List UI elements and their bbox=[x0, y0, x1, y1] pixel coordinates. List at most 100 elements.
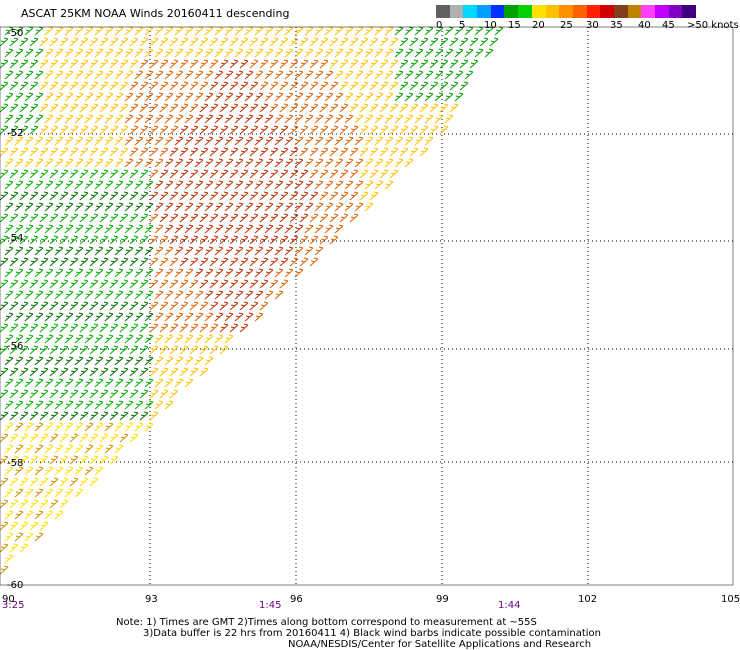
wind-barb bbox=[204, 268, 214, 278]
wind-barb bbox=[39, 521, 49, 531]
wind-barb bbox=[279, 103, 289, 113]
wind-barb bbox=[304, 114, 314, 124]
wind-barb bbox=[299, 103, 309, 113]
wind-barb bbox=[164, 26, 174, 36]
wind-barb bbox=[409, 103, 419, 113]
wind-barb bbox=[144, 334, 154, 344]
legend-swatch bbox=[545, 5, 560, 18]
wind-barb bbox=[214, 290, 224, 300]
wind-barb bbox=[39, 81, 49, 91]
wind-barb bbox=[54, 334, 64, 344]
wind-barb bbox=[89, 59, 99, 69]
wind-barb bbox=[79, 389, 89, 399]
wind-barb bbox=[54, 180, 64, 190]
wind-barb bbox=[104, 48, 114, 58]
wind-barb bbox=[244, 312, 254, 322]
wind-barb bbox=[119, 411, 129, 421]
wind-barb bbox=[29, 37, 39, 47]
wind-barb bbox=[129, 169, 139, 179]
wind-barb bbox=[159, 37, 169, 47]
wind-barb bbox=[304, 136, 314, 146]
wind-barb bbox=[329, 103, 339, 113]
wind-barb bbox=[169, 213, 179, 223]
wind-barb bbox=[29, 367, 39, 377]
wind-barb bbox=[304, 224, 314, 234]
wind-barb bbox=[84, 268, 94, 278]
wind-barb bbox=[129, 367, 139, 377]
wind-barb bbox=[369, 191, 379, 201]
wind-barb bbox=[364, 70, 374, 80]
wind-barb bbox=[179, 279, 189, 289]
wind-barb bbox=[464, 26, 474, 36]
wind-barb bbox=[174, 136, 184, 146]
wind-barb bbox=[114, 92, 124, 102]
wind-barb bbox=[344, 26, 354, 36]
wind-barb bbox=[34, 136, 44, 146]
wind-barb bbox=[0, 367, 9, 377]
wind-barb bbox=[39, 279, 49, 289]
wind-barb bbox=[344, 70, 354, 80]
wind-barb bbox=[114, 334, 124, 344]
wind-barb bbox=[139, 389, 149, 399]
legend-swatch bbox=[641, 5, 655, 18]
wind-barb bbox=[349, 191, 359, 201]
lat-lon-grid bbox=[0, 27, 733, 585]
wind-barb bbox=[284, 268, 294, 278]
legend-tick-label: >50 knots bbox=[687, 20, 739, 31]
wind-barb bbox=[374, 158, 384, 168]
wind-barb bbox=[439, 125, 449, 135]
wind-barb bbox=[339, 213, 349, 223]
wind-barb bbox=[79, 81, 89, 91]
wind-barb bbox=[129, 235, 139, 245]
wind-barb bbox=[254, 92, 264, 102]
wind-barb bbox=[404, 158, 414, 168]
wind-barb bbox=[149, 345, 159, 355]
wind-barb bbox=[414, 70, 424, 80]
wind-barb bbox=[9, 257, 19, 267]
wind-barb bbox=[54, 70, 64, 80]
wind-barb bbox=[284, 246, 294, 256]
wind-barb bbox=[304, 26, 314, 36]
wind-barb bbox=[324, 158, 334, 168]
wind-barb bbox=[384, 136, 394, 146]
wind-barb bbox=[84, 158, 94, 168]
wind-barb bbox=[214, 202, 224, 212]
wind-barb bbox=[159, 213, 169, 223]
wind-barb bbox=[304, 70, 314, 80]
wind-barb bbox=[49, 213, 59, 223]
wind-barb bbox=[154, 26, 164, 36]
wind-barb bbox=[334, 224, 344, 234]
wind-barb bbox=[344, 180, 354, 190]
wind-barb bbox=[114, 136, 124, 146]
wind-barb bbox=[9, 37, 19, 47]
wind-barb bbox=[219, 81, 229, 91]
wind-barb bbox=[359, 125, 369, 135]
legend-swatch bbox=[600, 5, 614, 18]
wind-barb bbox=[89, 147, 99, 157]
wind-barb bbox=[184, 180, 194, 190]
wind-barb bbox=[209, 279, 219, 289]
wind-barb bbox=[64, 92, 74, 102]
wind-barb bbox=[79, 433, 89, 443]
wind-barb bbox=[84, 92, 94, 102]
wind-barb bbox=[349, 59, 359, 69]
wind-barb bbox=[409, 37, 419, 47]
wind-barb bbox=[104, 136, 114, 146]
wind-barb bbox=[234, 224, 244, 234]
wind-barb bbox=[279, 81, 289, 91]
wind-barb bbox=[439, 37, 449, 47]
wind-barb bbox=[379, 59, 389, 69]
wind-barb bbox=[144, 114, 154, 124]
wind-barb bbox=[174, 180, 184, 190]
wind-barb bbox=[34, 246, 44, 256]
wind-barb bbox=[94, 48, 104, 58]
wind-barb bbox=[474, 48, 484, 58]
wind-barb bbox=[404, 48, 414, 58]
wind-barb bbox=[169, 323, 179, 333]
wind-barb bbox=[89, 103, 99, 113]
wind-barb bbox=[54, 224, 64, 234]
wind-barb bbox=[274, 70, 284, 80]
wind-barb bbox=[169, 191, 179, 201]
wind-barb bbox=[389, 147, 399, 157]
wind-barb bbox=[144, 48, 154, 58]
